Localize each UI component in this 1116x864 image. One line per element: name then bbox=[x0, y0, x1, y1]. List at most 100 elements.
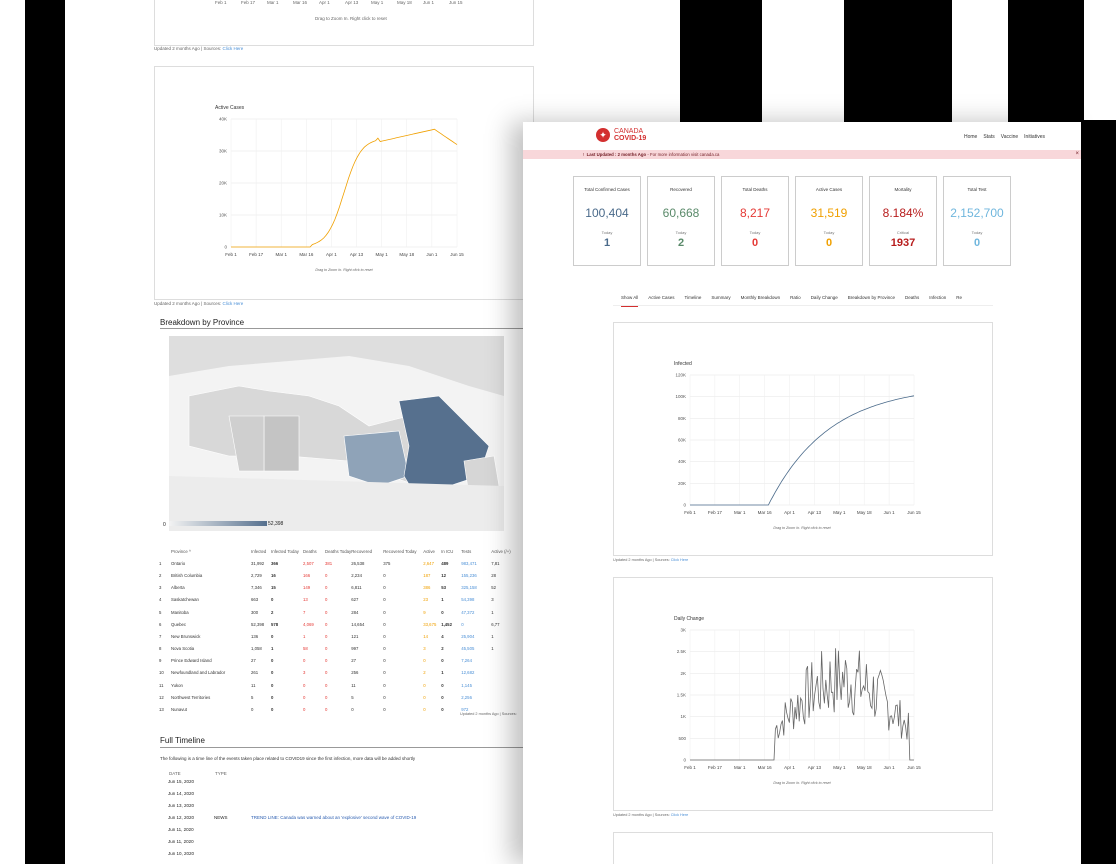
close-icon[interactable]: × bbox=[1075, 151, 1079, 157]
click-here-link[interactable]: Click Here bbox=[222, 46, 244, 51]
column-header[interactable]: Tests bbox=[461, 548, 472, 554]
x-tick-label: Feb 17 bbox=[708, 765, 723, 770]
province-divider bbox=[160, 328, 625, 329]
table-cell: 0 bbox=[441, 658, 444, 664]
daily-click-here[interactable]: Click Here bbox=[670, 813, 689, 817]
column-header[interactable]: In ICU bbox=[441, 548, 454, 554]
column-header[interactable]: Province ^ bbox=[171, 548, 191, 554]
table-cell: 23 bbox=[423, 597, 428, 603]
canada-map[interactable] bbox=[169, 336, 504, 531]
stat-value: 60,668 bbox=[662, 206, 700, 220]
stat-sub-label: Today bbox=[971, 230, 983, 235]
table-cell: 2,507 bbox=[303, 560, 314, 566]
column-header[interactable]: Recovered Today bbox=[383, 548, 417, 554]
table-row[interactable]: 7 New Brunswick 136 0 1 0 121 0 14 4 25,904 1 bbox=[159, 630, 511, 642]
table-row[interactable]: 8 Nova Scotia 1,058 1 58 0 997 0 3 2 45,505 1 bbox=[159, 643, 511, 655]
x-tick-label: Feb 1 bbox=[684, 510, 696, 515]
table-row[interactable]: 11 Yukon 11 0 0 0 11 0 0 0 1,145 bbox=[159, 679, 511, 691]
table-cell: 5 bbox=[159, 609, 162, 615]
infected-chart[interactable]: Infected 120K 100K 80K 60K 40K 20K 0 Feb 1 Feb 17… bbox=[614, 323, 992, 555]
table-row[interactable]: 1 Ontario 31,992 366 2,507 381 26,538 375 2,647 4… bbox=[159, 557, 511, 569]
daily-change-chart[interactable]: Daily Change 3K 2.5K 2K 1.5K 1K 500 0 Feb 1 Feb 1… bbox=[614, 578, 992, 810]
tab-item[interactable]: Deaths bbox=[904, 295, 920, 300]
timeline-description: The following is a time line of the even… bbox=[160, 756, 416, 761]
column-header[interactable]: Active (/+) bbox=[491, 548, 511, 554]
column-header[interactable]: Active bbox=[423, 548, 435, 554]
top-chart-x-label: May 18 bbox=[397, 0, 412, 5]
active-cases-chart[interactable]: Active Cases 40K 30K 20K 10K 0 Feb 1 Feb 17 Mar … bbox=[155, 67, 533, 299]
table-cell: 16 bbox=[271, 572, 276, 578]
column-header[interactable] bbox=[159, 545, 171, 557]
table-row[interactable]: 4 Saskatchewan 663 0 13 0 627 0 23 1 54,398 3 bbox=[159, 594, 511, 606]
table-cell: 5 bbox=[351, 694, 354, 700]
nav-vaccine[interactable]: Vaccine bbox=[1000, 134, 1019, 140]
tab-item[interactable]: Summary bbox=[711, 295, 731, 300]
table-cell: 0 bbox=[383, 694, 386, 700]
table-row[interactable]: 5 Manitoba 300 2 7 0 284 0 9 0 47,372 1 bbox=[159, 606, 511, 618]
tab-item[interactable]: Monthly Breakdown bbox=[740, 295, 781, 300]
table-cell: 0 bbox=[383, 609, 386, 615]
table-cell: 0 bbox=[441, 707, 444, 713]
stat-title: Active Cases bbox=[815, 187, 843, 192]
table-row[interactable]: 3 Alberta 7,346 15 149 0 6,811 0 386 53 325,158 52 bbox=[159, 582, 511, 594]
tab-show-all[interactable]: Show All bbox=[621, 295, 639, 307]
table-cell: 381 bbox=[325, 560, 333, 566]
column-header[interactable]: Deaths bbox=[303, 548, 317, 554]
table-row[interactable]: 9 Prince Edward Island 27 0 0 0 27 0 0 0 7,264 bbox=[159, 655, 511, 667]
y-tick-label: 60K bbox=[678, 438, 686, 443]
table-cell: 0 bbox=[423, 658, 426, 664]
update-alert: ! Last Updated : 2 months Ago - For more… bbox=[523, 150, 1081, 159]
table-row[interactable]: 6 Quebec 52,398 578 4,069 0 14,654 0 33,675 1,452… bbox=[159, 618, 511, 630]
site-logo[interactable]: ✦ CANADA COVID-19 bbox=[596, 128, 646, 142]
column-header[interactable]: Infected bbox=[251, 548, 267, 554]
x-tick-label: Jun 1 bbox=[426, 252, 438, 257]
table-cell: 0 bbox=[271, 658, 274, 664]
x-tick-label: Mar 1 bbox=[734, 510, 746, 515]
nav-initiatives[interactable]: Initiatives bbox=[1024, 134, 1045, 140]
y-tick-label: 40K bbox=[219, 117, 227, 122]
column-header[interactable]: Deaths Today bbox=[325, 548, 352, 554]
table-cell: 0 bbox=[383, 621, 386, 627]
timeline-header-type: TYPE bbox=[215, 771, 227, 776]
table-cell: 5 bbox=[251, 694, 254, 700]
tab-item[interactable]: Daily Change bbox=[810, 295, 838, 300]
table-row[interactable]: 12 Northwest Territories 5 0 0 0 5 0 0 0 2,256 bbox=[159, 691, 511, 703]
timeline-text[interactable]: TREND LINE: Canada was warned about an '… bbox=[251, 815, 417, 820]
table-cell: 0 bbox=[271, 597, 274, 603]
tab-item[interactable]: Ratio bbox=[790, 295, 801, 300]
nav-stats[interactable]: Stats bbox=[983, 134, 995, 140]
table-cell: 0 bbox=[441, 682, 444, 688]
y-tick-label: 30K bbox=[219, 149, 227, 154]
column-header[interactable]: Infected Today bbox=[271, 548, 299, 554]
x-tick-label: Apr 1 bbox=[784, 510, 795, 515]
table-cell: 3 bbox=[491, 597, 494, 603]
table-cell: 11 bbox=[159, 682, 164, 688]
tab-item[interactable]: Active Cases bbox=[648, 295, 675, 300]
table-cell: 4 bbox=[159, 597, 162, 603]
table-cell: 7,264 bbox=[461, 658, 472, 664]
x-tick-label: Jun 1 bbox=[884, 765, 896, 770]
infected-click-here[interactable]: Click Here bbox=[670, 558, 689, 562]
table-cell: 0 bbox=[383, 585, 386, 591]
table-cell: 155,236 bbox=[461, 572, 477, 578]
table-row[interactable]: 10 Newfoundland and Labrador 261 0 3 0 256 0 2 1 1… bbox=[159, 667, 511, 679]
y-tick-label: 0 bbox=[683, 503, 686, 508]
table-cell: 0 bbox=[271, 682, 274, 688]
table-row[interactable]: 13 Nunavut 0 0 0 0 0 0 0 0 972 bbox=[159, 703, 511, 715]
top-chart-x-labels: Feb 1 Feb 17 Mar 1 Mar 16 Apr 1 Apr 13 May 1 Ma… bbox=[215, 0, 475, 6]
table-cell: 0 bbox=[325, 597, 328, 603]
tab-item[interactable]: Re bbox=[956, 295, 963, 300]
top-nav: Home Stats Vaccine Initiatives bbox=[964, 134, 1045, 140]
click-here-link-2[interactable]: Click Here bbox=[222, 301, 244, 306]
tab-item[interactable]: Timeline bbox=[684, 295, 702, 300]
tab-item[interactable]: Infection bbox=[929, 295, 947, 300]
table-row[interactable]: 2 British Columbia 2,729 16 166 0 2,234 0 187 12 1… bbox=[159, 569, 511, 581]
nav-home[interactable]: Home bbox=[963, 134, 978, 140]
timeline-title: Full Timeline bbox=[160, 736, 205, 745]
column-header[interactable]: Recovered bbox=[351, 548, 372, 554]
table-cell: 7,346 bbox=[251, 585, 262, 591]
x-tick-label: May 18 bbox=[399, 252, 414, 257]
tab-item[interactable]: Breakdown by Province bbox=[847, 295, 895, 300]
updated-note-2: Updated 2 months Ago | Sources: Click He… bbox=[154, 301, 244, 306]
table-cell: 489 bbox=[441, 560, 449, 566]
